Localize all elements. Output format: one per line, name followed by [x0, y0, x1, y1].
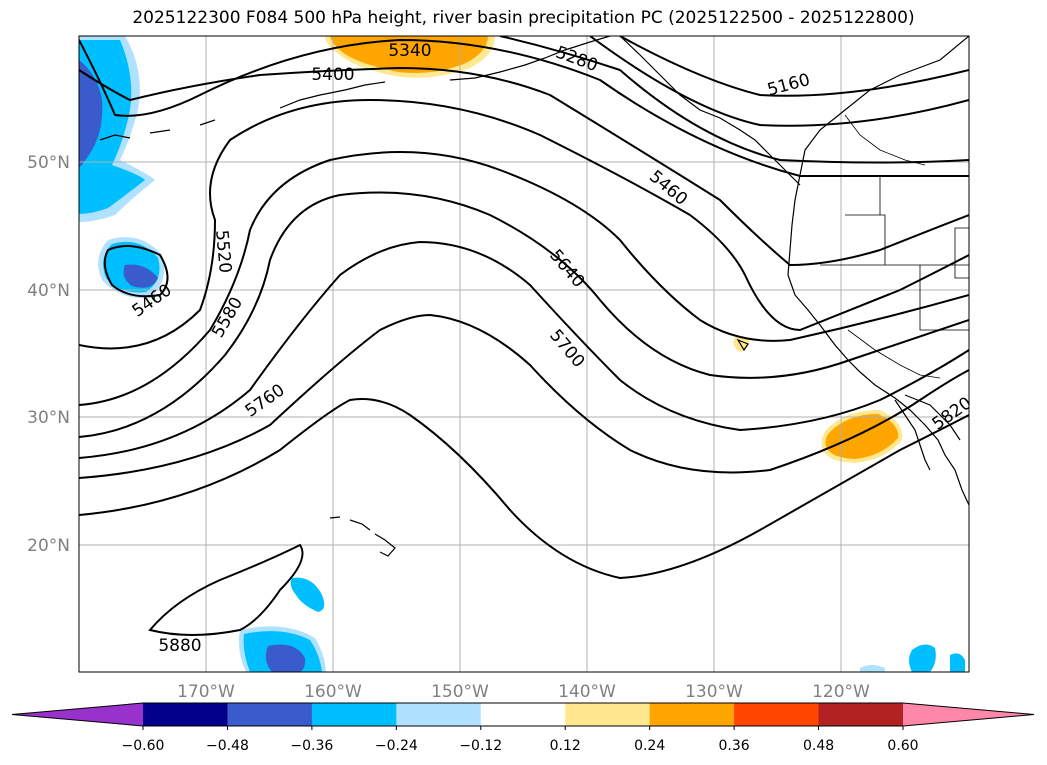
lat-label: 30°N — [27, 408, 70, 428]
lon-label: 170°W — [177, 682, 235, 702]
lat-label: 40°N — [27, 281, 70, 301]
colorbar-segment — [649, 703, 735, 726]
lon-label: 130°W — [685, 682, 743, 702]
contour-label: 5520 — [211, 229, 235, 274]
lon-label: 160°W — [304, 682, 362, 702]
map-title: 2025122300 F084 500 hPa height, river ba… — [132, 8, 915, 28]
colorbar-segment — [143, 703, 228, 726]
colorbar-segment — [227, 703, 313, 726]
colorbar-tick-label: 0.48 — [803, 738, 834, 754]
contour-5580 — [79, 191, 969, 438]
colorbar-tick-label: −0.24 — [375, 738, 418, 754]
contour-label: 5880 — [158, 636, 201, 656]
contour-5460b — [79, 98, 969, 350]
colorbar-tick-label: 0.36 — [719, 738, 750, 754]
colorbar-segment — [734, 703, 820, 726]
contour-label: 5400 — [311, 65, 354, 85]
contour-5520 — [79, 151, 969, 406]
colorbar-extend-max — [903, 703, 1034, 726]
lon-label: 140°W — [558, 682, 616, 702]
height-contours — [79, 36, 969, 636]
colorbar-tick-label: −0.60 — [122, 738, 165, 754]
coastlines — [99, 36, 969, 557]
contour-5160 — [619, 36, 969, 97]
map-area — [79, 36, 969, 672]
lon-label: 120°W — [812, 682, 870, 702]
lat-label: 50°N — [27, 153, 70, 173]
colorbar-tick-label: 0.12 — [550, 738, 581, 754]
colorbar-segment — [396, 703, 482, 726]
colorbar-segment — [480, 703, 566, 726]
colorbar-tick-label: −0.48 — [206, 738, 249, 754]
contour-5280 — [499, 36, 969, 164]
colorbar-tick-label: −0.36 — [290, 738, 333, 754]
colorbar-extend-min — [12, 703, 143, 726]
contour-5340 — [79, 38, 969, 177]
colorbar-tick-label: −0.12 — [459, 738, 502, 754]
contour-5760 — [79, 398, 969, 580]
contour-label: 5340 — [388, 41, 431, 61]
contour-5700 — [79, 313, 969, 479]
contour-5400 — [79, 66, 969, 267]
colorbar: −0.60 −0.48 −0.36 −0.24 −0.12 0.12 0.24 0.36 0.4… — [11, 702, 1035, 754]
lon-label: 150°W — [431, 682, 489, 702]
colorbar-tick-label: 0.24 — [634, 738, 665, 754]
map-frame — [78, 35, 970, 673]
colorbar-segment — [565, 703, 651, 726]
contour-5640 — [79, 240, 969, 459]
contour-5880 — [148, 543, 304, 636]
colorbar-segment — [818, 703, 904, 726]
colorbar-tick-label: 0.60 — [887, 738, 918, 754]
longitude-labels: 170°W 160°W 150°W 140°W 130°W 120°W — [177, 682, 870, 702]
lat-label: 20°N — [27, 536, 70, 556]
colorbar-segment — [311, 703, 397, 726]
contour-5220 — [589, 36, 969, 127]
contour-5460 — [103, 245, 169, 298]
latitude-labels: 50°N 40°N 30°N 20°N — [27, 153, 70, 556]
